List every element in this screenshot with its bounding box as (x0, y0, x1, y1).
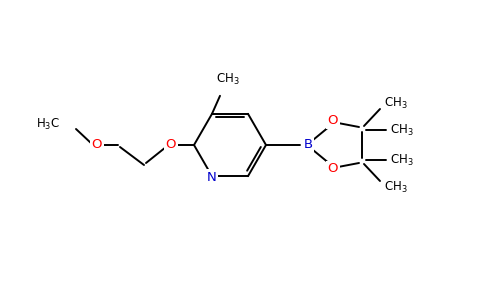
Text: O: O (166, 139, 176, 152)
Text: N: N (207, 171, 217, 184)
Text: CH$_3$: CH$_3$ (384, 95, 408, 111)
Text: O: O (328, 163, 338, 176)
Text: B: B (303, 139, 313, 152)
Text: CH$_3$: CH$_3$ (390, 152, 414, 167)
Text: CH$_3$: CH$_3$ (390, 122, 414, 137)
Text: CH$_3$: CH$_3$ (384, 179, 408, 194)
Text: H$_3$C: H$_3$C (36, 116, 60, 131)
Text: O: O (92, 139, 102, 152)
Text: O: O (328, 115, 338, 128)
Text: B: B (303, 139, 313, 152)
Text: CH$_3$: CH$_3$ (216, 72, 240, 87)
